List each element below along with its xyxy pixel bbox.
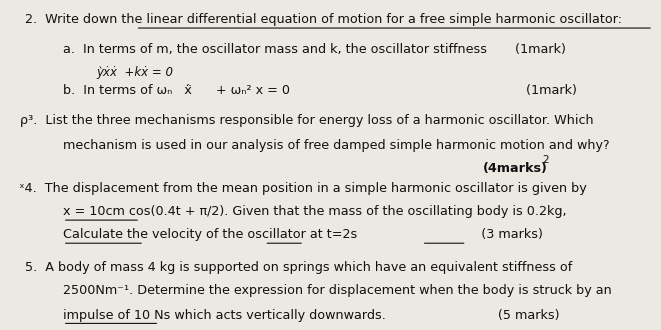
Text: ỳẋẋ  +kẋ = 0: ỳẋẋ +kẋ = 0 xyxy=(96,66,173,79)
Text: 5.  A body of mass 4 kg is supported on springs which have an equivalent stiffne: 5. A body of mass 4 kg is supported on s… xyxy=(25,261,572,274)
Text: 2: 2 xyxy=(542,155,549,165)
Text: impulse of 10 Ns which acts vertically downwards.                            (5 : impulse of 10 Ns which acts vertically d… xyxy=(63,309,559,321)
Text: mechanism is used in our analysis of free damped simple harmonic motion and why?: mechanism is used in our analysis of fre… xyxy=(63,139,609,152)
Text: Calculate the velocity of the oscillator at t=2s                               (: Calculate the velocity of the oscillator… xyxy=(63,228,543,241)
Text: 2500Nm⁻¹. Determine the expression for displacement when the body is struck by a: 2500Nm⁻¹. Determine the expression for d… xyxy=(63,284,611,297)
Text: 2.  Write down the linear differential equation of motion for a free simple harm: 2. Write down the linear differential eq… xyxy=(25,13,622,26)
Text: ˣ4.  The displacement from the mean position in a simple harmonic oscillator is : ˣ4. The displacement from the mean posit… xyxy=(19,182,586,195)
Text: b.  In terms of ωₙ   ẋ̈      + ωₙ² x = 0                                        : b. In terms of ωₙ ẋ̈ + ωₙ² x = 0 xyxy=(63,84,576,97)
Text: x = 10cm cos(0.4t + π/2). Given that the mass of the oscillating body is 0.2kg,: x = 10cm cos(0.4t + π/2). Given that the… xyxy=(63,205,566,218)
Text: ρ³.  List the three mechanisms responsible for energy loss of a harmonic oscilla: ρ³. List the three mechanisms responsibl… xyxy=(20,114,594,127)
Text: (4marks): (4marks) xyxy=(483,162,547,175)
Text: a.  In terms of m, the oscillator mass and k, the oscillator stiffness       (1m: a. In terms of m, the oscillator mass an… xyxy=(63,43,566,56)
